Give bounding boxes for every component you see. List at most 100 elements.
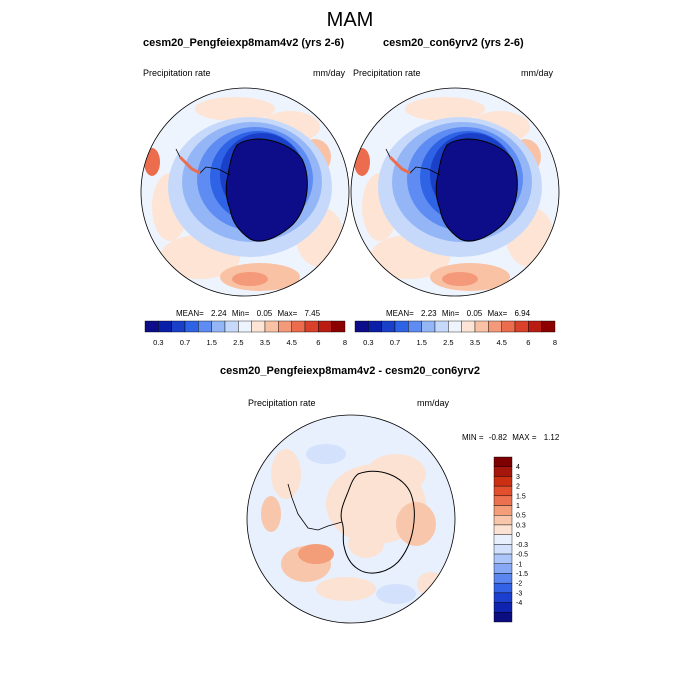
coastline [225,138,308,242]
min-label: Min= [441,309,460,318]
colorbar-tick-label: -4 [516,600,522,607]
diff-colorbar: 4 3 2 1.5 1 0.5 0.3 0 -0.3 -0.5 -1 -1.5 -2 -3 -4 [493,456,528,623]
colorbar-swatch [493,505,513,516]
colorbar-swatch [158,320,172,333]
colorbar-tick-label: 0.5 [516,513,526,520]
panel-1-colorbar: 0.3 0.7 1.5 2.5 3.5 4.5 6 8 [144,320,347,347]
coastline [435,138,518,242]
warm-region [144,148,160,176]
warm-region [232,272,268,286]
colorbar-tick-label: 0.7 [180,338,190,347]
colorbar-tick-label: -2 [516,581,522,588]
panel-2-polar-map [350,87,560,297]
colorbar-tick-label: 4.5 [286,338,296,347]
colorbar-swatch [381,320,396,333]
colorbar-swatch [474,320,489,333]
colorbar-swatch [493,466,513,477]
panel-1-stats: MEAN= 2.24 Min= 0.05 Max= 7.45 [176,309,320,318]
colorbar-tick-label: -1 [516,561,522,568]
colorbar-swatch [493,544,513,555]
min-label: Min= [231,309,250,318]
colorbar-tick-label: 1.5 [516,493,526,500]
colorbar-swatch [251,320,266,333]
warm-region [195,97,275,121]
colorbar-swatch [408,320,422,333]
colorbar-swatch [318,320,332,333]
anomaly-region [261,496,281,532]
panel-1-polar-map [140,87,350,297]
mean-value: 2.24 [211,309,227,318]
diff-variable-label: Precipitation rate [248,398,316,408]
colorbar-swatch [493,612,513,623]
colorbar-swatch [493,573,513,584]
colorbar-swatch [304,320,319,333]
anomaly-region [271,449,301,499]
peninsula-warm-edge [388,155,411,175]
colorbar-swatch [434,320,449,333]
colorbar-swatch [493,592,513,603]
max-value: 1.12 [543,433,560,442]
colorbar-swatch [354,320,369,333]
colorbar-swatch [291,320,306,333]
colorbar-tick-label: -1.5 [516,571,528,578]
panel-2-colorbar: 0.3 0.7 1.5 2.5 3.5 4.5 6 8 [354,320,557,347]
colorbar-tick-label: 1.5 [416,338,426,347]
anomaly-region [366,454,426,494]
colorbar-swatch [278,320,292,333]
colorbar-tick-label: 4 [516,464,520,471]
colorbar-swatch [493,524,513,535]
panel-1-variable-label: Precipitation rate [143,68,211,78]
warm-region [442,272,478,286]
colorbar-swatch [461,320,476,333]
panel-2-stats: MEAN= 2.23 Min= 0.05 Max= 6.94 [386,309,530,318]
max-label: Max= [277,309,298,318]
peninsula-coastline [287,483,343,531]
colorbar-swatch [528,320,542,333]
colorbar-tick-label: 6 [316,338,320,347]
anomaly-region [316,577,376,601]
panel-1-title: cesm20_Pengfeiexp8mam4v2 (yrs 2-6) [143,37,345,49]
min-value: -0.82 [488,433,508,442]
anomaly-region [417,572,445,596]
mean-label: MEAN= [176,309,204,318]
colorbar-tick-label: 1.5 [206,338,216,347]
colorbar-swatch [224,320,239,333]
diff-panel-title: cesm20_Pengfeiexp8mam4v2 - cesm20_con6yr… [220,365,480,377]
colorbar-tick-label: 3.5 [260,338,270,347]
anomaly-region [348,530,384,558]
colorbar-tick-label: 2.5 [443,338,453,347]
colorbar-swatch [448,320,462,333]
colorbar-swatch [238,320,252,333]
anomaly-region [396,502,436,546]
colorbar-swatch [493,495,513,506]
colorbar-swatch [198,320,212,333]
colorbar-swatch [331,320,346,333]
colorbar-swatch [493,582,513,594]
colorbar-swatch [368,320,382,333]
colorbar-tick-label: 2 [516,484,520,491]
coastline [340,470,415,574]
colorbar-swatch [184,320,199,333]
colorbar-swatch [394,320,409,333]
antarctic-dry-region [226,139,308,242]
mean-value: 2.23 [421,309,437,318]
colorbar-tick-label: 4.5 [496,338,506,347]
colorbar-swatch [514,320,529,333]
colorbar-swatch [493,515,513,526]
max-label: MAX = [512,433,537,442]
colorbar-swatch [171,320,186,333]
colorbar-swatch [493,602,513,613]
colorbar-tick-label: 2.5 [233,338,243,347]
colorbar-swatch [493,485,513,497]
colorbar-tick-label: -0.5 [516,552,528,559]
colorbar-swatch [493,563,513,574]
peninsula-warm-edge [178,155,201,175]
panel-1-units-label: mm/day [313,68,346,78]
min-value: 0.05 [466,309,483,318]
panel-2-units-label: mm/day [521,68,554,78]
colorbar-tick-label: 0.7 [390,338,400,347]
colorbar-tick-label: -3 [516,590,522,597]
colorbar-swatch [264,320,279,333]
colorbar-tick-label: 0.3 [153,338,163,347]
